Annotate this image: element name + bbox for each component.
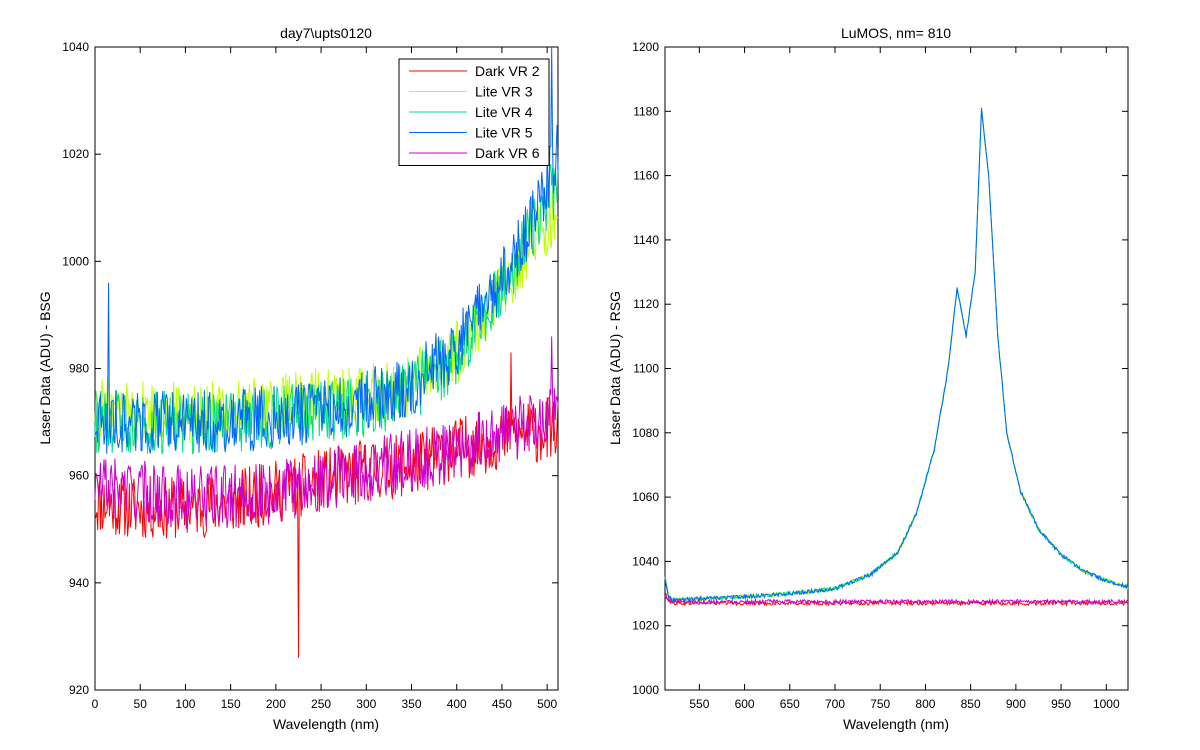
series-line-4 <box>94 46 559 454</box>
legend-label: Lite VR 3 <box>475 84 533 100</box>
legend-label: Lite VR 4 <box>475 104 533 120</box>
y-axis-label: Laser Data (ADU) - BSG <box>37 291 53 444</box>
y-tick-label: 980 <box>69 362 89 376</box>
y-tick-label: 1040 <box>62 40 89 54</box>
chart-title: LuMOS, nm= 810 <box>841 25 951 41</box>
y-tick-label: 940 <box>69 576 89 590</box>
x-tick-label: 900 <box>1006 697 1026 711</box>
axis-ticks: 0 50 100 150 200 250 300 350 400 450 500 920 940 960 9… <box>62 40 558 711</box>
x-tick-label: 1000 <box>1093 697 1120 711</box>
series-line-4 <box>664 107 1129 603</box>
y-tick-label: 1020 <box>632 619 659 633</box>
x-tick-label: 800 <box>915 697 935 711</box>
x-tick-label: 350 <box>401 697 421 711</box>
y-tick-label: 1120 <box>633 297 659 311</box>
series-group <box>94 46 559 658</box>
y-tick-label: 1160 <box>633 169 659 183</box>
chart-title: day7\upts0120 <box>280 25 372 41</box>
y-tick-label: 1080 <box>632 426 659 440</box>
series-group <box>664 107 1129 608</box>
x-tick-label: 650 <box>780 697 800 711</box>
legend-label: Dark VR 2 <box>475 63 540 79</box>
y-axis-label: Laser Data (ADU) - RSG <box>607 291 623 445</box>
x-tick-label: 500 <box>537 697 557 711</box>
series-line-5 <box>664 595 1129 606</box>
x-tick-label: 50 <box>134 697 148 711</box>
legend-label: Lite VR 5 <box>475 125 533 141</box>
axis-ticks: 550 600 650 700 750 800 850 900 950 1000 1000 1020 1… <box>632 40 1128 711</box>
series-line-5 <box>94 336 559 529</box>
chart-bsg: day7\upts0120 Wavelength (nm) Laser Data… <box>37 25 559 732</box>
plot-area <box>664 46 1129 691</box>
y-tick-label: 920 <box>69 683 89 697</box>
x-tick-label: 200 <box>266 697 286 711</box>
x-tick-label: 600 <box>735 697 755 711</box>
y-tick-label: 1040 <box>632 554 659 568</box>
x-axis-label: Wavelength (nm) <box>843 716 949 732</box>
x-tick-label: 100 <box>175 697 195 711</box>
y-tick-label: 1000 <box>62 254 89 268</box>
y-tick-label: 1020 <box>62 147 89 161</box>
x-tick-label: 400 <box>447 697 467 711</box>
x-tick-label: 750 <box>870 697 890 711</box>
x-tick-label: 700 <box>825 697 845 711</box>
y-tick-label: 1060 <box>632 490 659 504</box>
x-tick-label: 850 <box>961 697 981 711</box>
legend-label: Dark VR 6 <box>475 145 540 161</box>
y-tick-label: 1000 <box>632 683 659 697</box>
x-tick-label: 950 <box>1051 697 1071 711</box>
y-tick-label: 1180 <box>633 104 659 118</box>
x-tick-label: 250 <box>311 697 331 711</box>
y-tick-label: 1100 <box>633 362 659 376</box>
x-axis-label: Wavelength (nm) <box>273 716 379 732</box>
legend: Dark VR 2 Lite VR 3 Lite VR 4 Lite VR 5 Dark… <box>398 58 550 166</box>
y-tick-label: 960 <box>69 469 89 483</box>
x-tick-label: 0 <box>92 697 99 711</box>
x-tick-label: 150 <box>221 697 241 711</box>
y-tick-label: 1200 <box>632 40 659 54</box>
chart-rsg: LuMOS, nm= 810 Wavelength (nm) Laser Dat… <box>607 25 1129 732</box>
x-tick-label: 300 <box>356 697 376 711</box>
y-tick-label: 1140 <box>633 233 659 247</box>
x-tick-label: 450 <box>492 697 512 711</box>
x-tick-label: 550 <box>689 697 709 711</box>
